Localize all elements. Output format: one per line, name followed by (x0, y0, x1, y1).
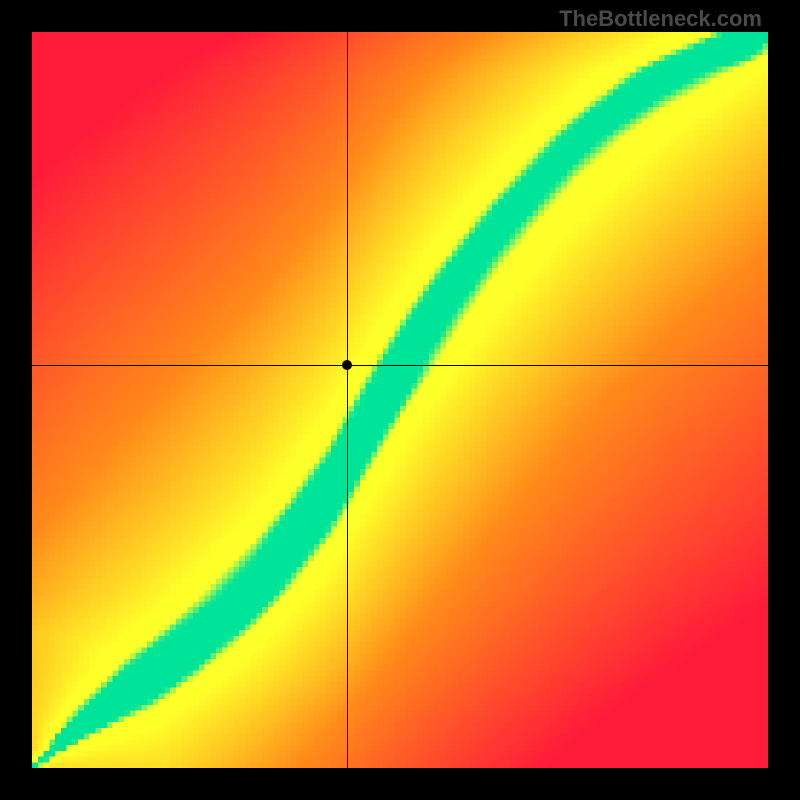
chart-container: TheBottleneck.com (0, 0, 800, 800)
crosshair-vertical (347, 32, 348, 768)
crosshair-horizontal (32, 365, 768, 366)
plot-area (32, 32, 768, 768)
watermark-text: TheBottleneck.com (559, 6, 762, 32)
heatmap-canvas (32, 32, 768, 768)
marker-dot (342, 360, 352, 370)
